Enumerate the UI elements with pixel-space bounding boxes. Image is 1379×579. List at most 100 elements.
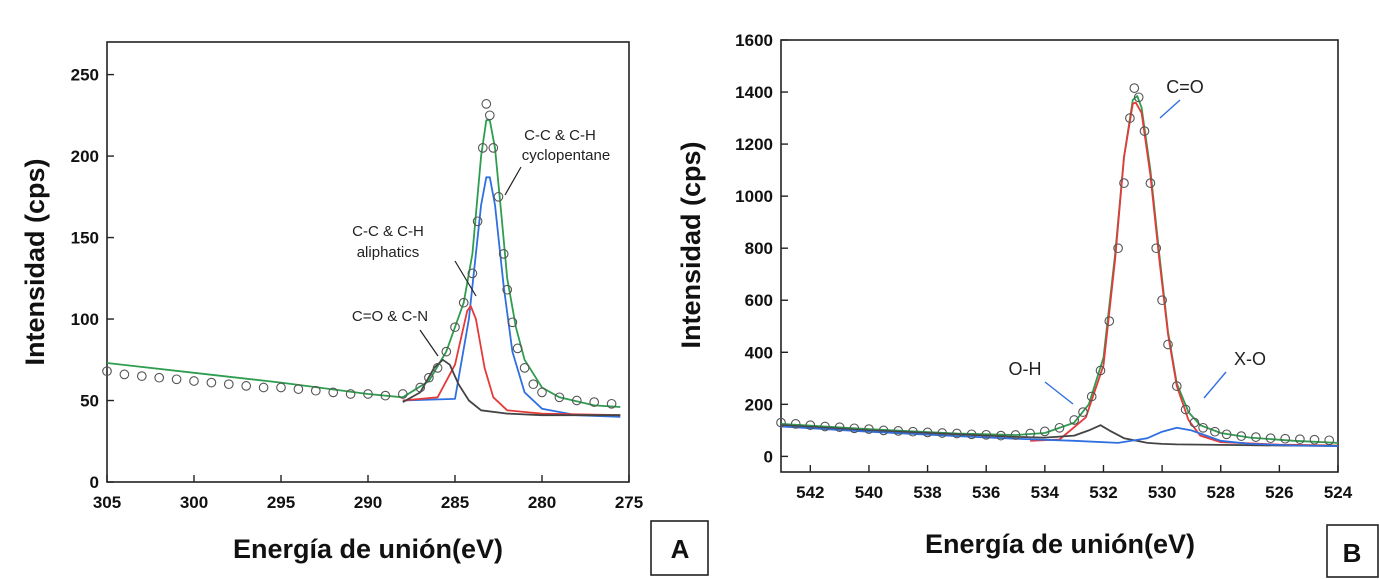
x-tick-label-b: 530: [1148, 483, 1176, 502]
data-point-a: [432, 363, 443, 373]
data-point-b: [1145, 178, 1156, 188]
annotation-cyclopentane-line2: cyclopentane: [522, 147, 610, 164]
data-point-a: [606, 398, 617, 409]
x-tick-label-a: 280: [528, 493, 556, 512]
plot-frame-b: [780, 39, 1339, 473]
data-point-a: [467, 268, 478, 279]
panel-label-box-b: [1326, 524, 1379, 578]
data-point-b: [1086, 391, 1097, 402]
data-point-a: [102, 366, 112, 377]
y-tick-label-b: 1000: [735, 187, 773, 206]
data-point-a: [241, 381, 252, 391]
x-tick-label-a: 305: [93, 493, 121, 512]
data-point-b: [952, 428, 962, 439]
data-point-b: [1324, 435, 1335, 446]
fit-line-secondary-a: [402, 305, 621, 417]
x-tick-label-a: 300: [180, 493, 208, 512]
fit-line-main-a: [402, 176, 621, 418]
data-point-a: [328, 387, 339, 398]
y-tick-label-a: 100: [71, 310, 99, 329]
arrow-cyclopentane: [504, 166, 522, 196]
data-point-a: [507, 317, 518, 328]
fit-line-secondary-b: [780, 424, 1339, 447]
x-tick-label-a: 285: [441, 493, 469, 512]
data-point-b: [1265, 433, 1276, 444]
data-point-b: [1198, 422, 1208, 433]
y-tick-label-b: 800: [745, 239, 773, 258]
panel-label-a: A: [671, 534, 690, 564]
data-point-b: [1039, 426, 1050, 437]
y-tick-label-b: 1600: [735, 31, 773, 50]
arrow-oh: [1044, 381, 1074, 405]
y-tick-label-a: 0: [90, 473, 99, 492]
data-point-b: [1010, 430, 1021, 440]
y-axis-title-a: Intensidad (cps): [20, 158, 50, 365]
y-tick-label-b: 600: [745, 291, 773, 310]
data-point-b: [981, 429, 992, 440]
data-point-b: [1054, 422, 1065, 433]
annotations-a: C-C & C-H cyclopentane C-C & C-H aliphat…: [352, 127, 610, 357]
data-point-a: [345, 389, 356, 399]
data-point-a: [424, 372, 434, 383]
y-tick-label-b: 0: [764, 447, 773, 466]
x-tick-label-a: 290: [354, 493, 382, 512]
data-point-b: [1180, 404, 1191, 415]
data-point-b: [1189, 417, 1200, 428]
data-point-b: [908, 426, 918, 437]
data-point-a: [363, 389, 373, 399]
data-point-b: [1157, 295, 1167, 306]
fit-line-tertiary-b: [780, 425, 1339, 447]
annotation-cyclopentane-line1: C-C & C-H: [524, 127, 596, 144]
data-point-a: [481, 99, 492, 109]
y-axis-title-b: Intensidad (cps): [676, 141, 706, 348]
data-point-a: [276, 382, 286, 393]
data-point-a: [397, 389, 408, 399]
x-tick-label-b: 524: [1324, 483, 1353, 502]
data-point-a: [171, 374, 182, 385]
data-point-a: [258, 382, 269, 393]
panel-a: 0 50 100 150 200 250 305 300 295 290 285 280 275 C-…: [20, 41, 709, 576]
data-point-b: [1295, 434, 1305, 445]
data-point-b: [878, 425, 889, 436]
data-point-b: [1095, 365, 1106, 376]
data-point-b: [1210, 426, 1220, 437]
data-point-a: [472, 216, 483, 227]
x-tick-label-b: 532: [1089, 483, 1117, 502]
data-point-a: [136, 371, 147, 381]
data-point-b: [996, 430, 1006, 441]
x-tick-label-b: 540: [855, 483, 883, 502]
arrow-co: [1159, 99, 1181, 119]
data-point-a: [512, 343, 523, 354]
data-point-b: [1163, 339, 1173, 350]
x-tick-label-b: 526: [1265, 483, 1293, 502]
panel-label-b: B: [1343, 538, 1362, 568]
fit-line-main-b: [1030, 101, 1339, 447]
data-point-b: [834, 422, 845, 433]
envelope-line-a: [106, 119, 621, 408]
y-tick-label-b: 1400: [735, 83, 773, 102]
data-point-a: [223, 379, 234, 390]
data-point-a: [477, 143, 488, 153]
annotation-aliphatics-line2: aliphatics: [357, 244, 420, 261]
x-axis-a: 305 300 295 290 285 280 275: [93, 475, 643, 512]
data-point-b: [1119, 178, 1129, 188]
data-point-a: [571, 395, 582, 406]
data-point-a: [450, 322, 460, 333]
data-point-a: [528, 379, 539, 390]
data-point-b: [1129, 83, 1140, 93]
data-point-a: [293, 384, 304, 394]
x-tick-label-b: 534: [1031, 483, 1060, 502]
y-axis-a: 0 50 100 150 200 250: [71, 66, 114, 492]
x-axis-b: 542 540 538 536 534 532 530 528 526 524: [796, 465, 1353, 502]
y-tick-label-b: 1200: [735, 135, 773, 154]
annotation-co: C=O: [1166, 77, 1204, 97]
x-tick-label-a: 275: [615, 493, 643, 512]
data-point-b: [1221, 429, 1232, 440]
data-point-b: [864, 424, 874, 434]
data-point-b: [1025, 428, 1036, 439]
y-tick-label-b: 200: [745, 395, 773, 414]
fit-line-tertiary-a: [402, 358, 621, 417]
x-tick-label-b: 528: [1207, 483, 1235, 502]
data-point-b: [776, 417, 786, 428]
